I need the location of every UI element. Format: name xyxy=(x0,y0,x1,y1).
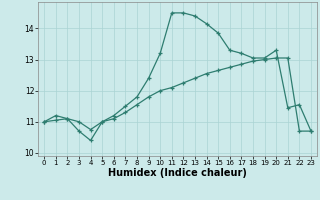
X-axis label: Humidex (Indice chaleur): Humidex (Indice chaleur) xyxy=(108,168,247,178)
